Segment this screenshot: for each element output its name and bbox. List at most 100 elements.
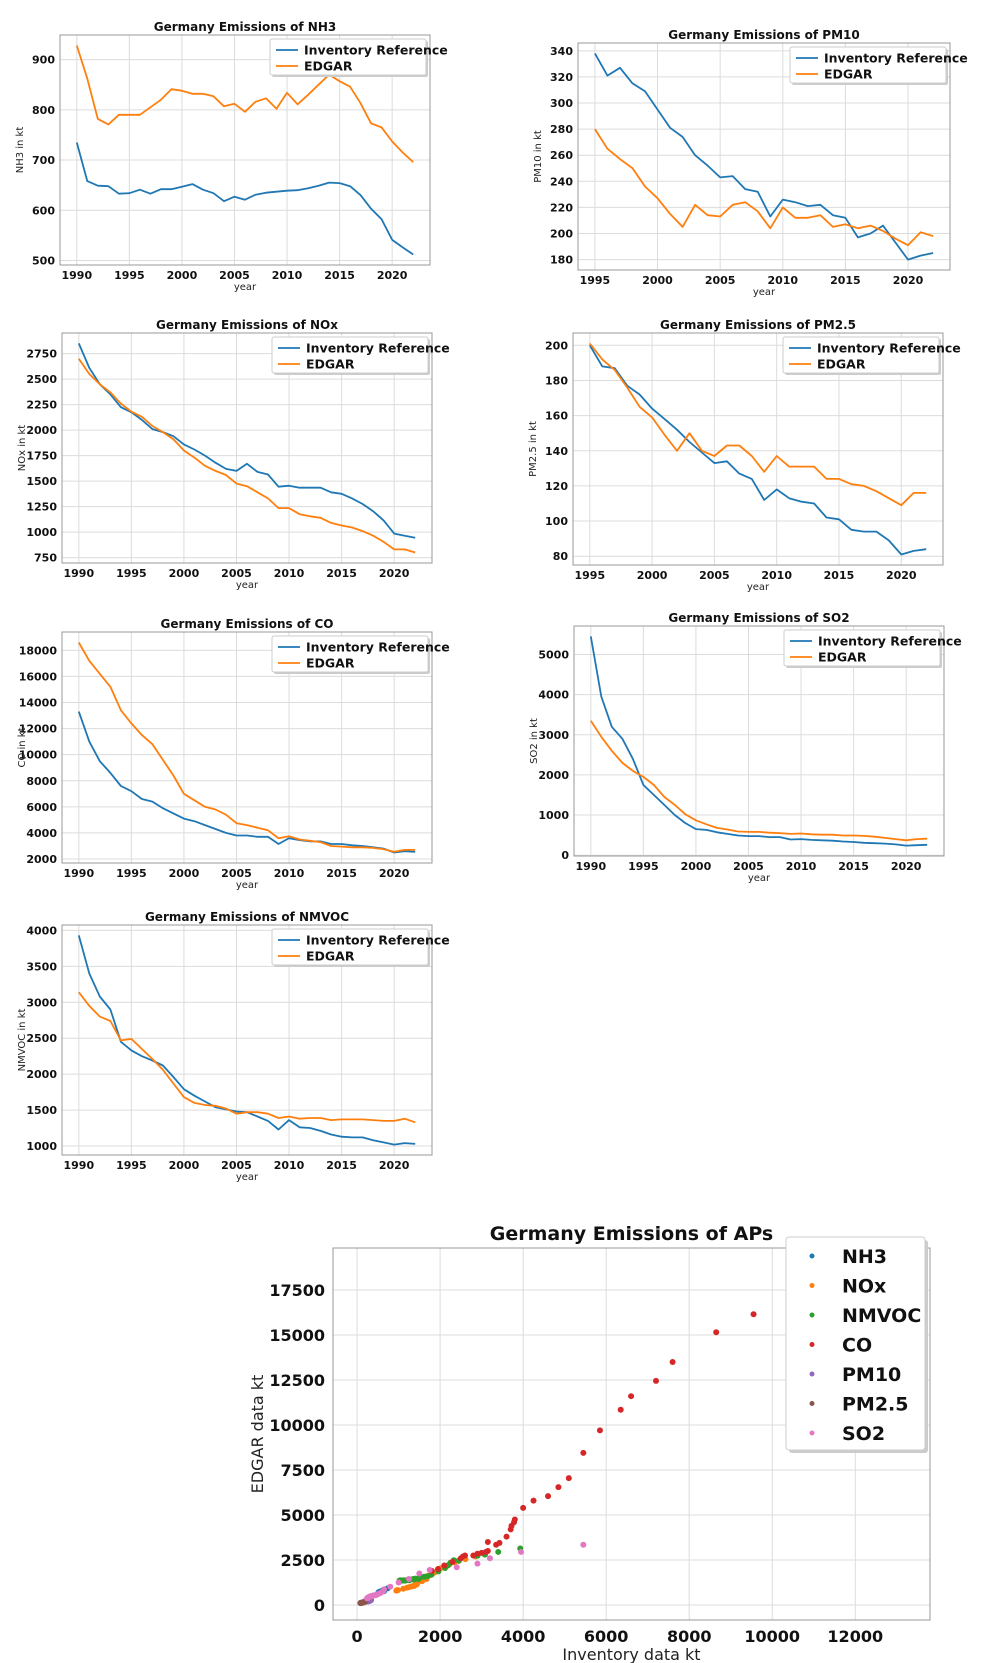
plot-frame [61, 332, 433, 564]
x-tick-label: 2000 [681, 860, 712, 873]
chart-nox: 1990 1995 2000 2005 2010 2015 2020 750 1000 1250 1… [17, 318, 450, 591]
y-tick-label: 120 [545, 480, 568, 493]
y-tick-label: 8000 [26, 775, 57, 788]
chart-title: Germany Emissions of CO [160, 617, 333, 631]
x-tick-label: 2000 [637, 569, 668, 582]
scatter-point-co [520, 1504, 527, 1511]
series-line-inventory [589, 344, 927, 556]
chart-title: Germany Emissions of PM10 [668, 28, 859, 42]
scatter-point-so2 [364, 1594, 371, 1601]
x-tick-label: 1995 [116, 567, 147, 580]
y-tick-label: 600 [32, 204, 55, 217]
y-tick-label: 1000 [26, 1140, 57, 1153]
legend-box [789, 46, 947, 84]
x-tick-label: 2000 [642, 274, 673, 287]
y-tick-label: 2000 [26, 853, 57, 866]
y-tick-label: 17500 [269, 1281, 325, 1300]
scatter-point-co [545, 1493, 552, 1500]
y-tick-label: 3000 [538, 729, 569, 742]
legend-label: PM2.5 [842, 1394, 909, 1416]
scatter-point-so2 [486, 1555, 493, 1562]
y-tick-label: 320 [550, 71, 573, 84]
scatter-point-co [669, 1358, 676, 1365]
legend-box [783, 629, 941, 667]
x-tick-label: 2020 [379, 1159, 410, 1172]
y-tick-label: 80 [553, 550, 569, 563]
scatter-point-nox [400, 1585, 407, 1592]
chart-title: Germany Emissions of APs [490, 1223, 773, 1245]
scatter-point-so2 [518, 1548, 525, 1555]
scatter-point-co [565, 1475, 572, 1482]
y-tick-label: 2250 [26, 399, 57, 412]
x-axis-label: year [747, 582, 770, 593]
x-tick-label: 1995 [575, 569, 606, 582]
y-tick-label: 1500 [26, 1104, 57, 1117]
y-tick-label: 3500 [26, 960, 57, 973]
series-line-edgar [589, 342, 927, 507]
legend-marker [809, 1430, 815, 1436]
y-axis-label: PM2.5 in kt [528, 421, 539, 477]
x-tick-label: 0 [352, 1627, 363, 1646]
scatter-point-so2 [474, 1560, 481, 1567]
x-tick-label: 2015 [824, 569, 855, 582]
plot-frame [59, 34, 431, 266]
y-tick-label: 0 [561, 849, 569, 862]
scatter-point-co [435, 1566, 442, 1573]
legend-box [269, 38, 427, 76]
y-tick-label: 1000 [538, 809, 569, 822]
x-tick-label: 1995 [116, 1159, 147, 1172]
y-tick-label: 100 [545, 515, 568, 528]
legend-label: NMVOC [842, 1305, 921, 1327]
legend-label: Inventory Reference [306, 640, 450, 655]
scatter-point-co [617, 1406, 624, 1413]
y-tick-label: 340 [550, 45, 573, 58]
x-tick-label: 2000 [169, 567, 200, 580]
scatter-point-co [713, 1329, 720, 1336]
y-tick-label: 280 [550, 123, 573, 136]
y-tick-label: 2000 [26, 1068, 57, 1081]
y-axis-label: NMVOC in kt [17, 1009, 28, 1072]
y-tick-label: 200 [550, 227, 573, 240]
scatter-point-so2 [416, 1570, 423, 1577]
legend-box [271, 635, 429, 673]
legend-marker [809, 1283, 815, 1288]
series-line-inventory [589, 636, 928, 847]
x-tick-label: 1990 [62, 269, 93, 282]
legend-label: NH3 [842, 1246, 887, 1268]
legend-label: NOx [842, 1276, 886, 1298]
y-tick-label: 7500 [280, 1461, 325, 1480]
y-axis-label: NOx in kt [17, 425, 28, 472]
x-tick-label: 1990 [64, 1159, 95, 1172]
plot-frame [61, 631, 433, 864]
y-tick-label: 200 [545, 339, 568, 352]
legend-label: Inventory Reference [817, 341, 961, 356]
x-tick-label: 2015 [326, 867, 357, 880]
legend-label: Inventory Reference [824, 51, 968, 66]
x-tick-label: 2010 [761, 569, 792, 582]
series-line-edgar [594, 128, 934, 247]
x-axis-label: year [236, 880, 259, 891]
scatter-point-co [750, 1311, 757, 1318]
x-tick-label: 2020 [379, 567, 410, 580]
scatter-point-co [503, 1533, 510, 1540]
legend-label: SO2 [842, 1423, 885, 1445]
x-tick-label: 1990 [64, 567, 95, 580]
scatter-point-co [596, 1427, 603, 1434]
y-tick-label: 800 [32, 104, 55, 117]
legend-marker [809, 1312, 815, 1318]
y-tick-label: 1500 [26, 475, 57, 488]
x-tick-label: 2010 [274, 1159, 305, 1172]
chart-title: Germany Emissions of NH3 [154, 20, 336, 34]
series-line-inventory [594, 52, 934, 261]
series-line-inventory [77, 711, 416, 854]
x-tick-label: 2010 [274, 867, 305, 880]
x-axis-label: year [748, 873, 771, 884]
plot-frame [572, 332, 944, 566]
scatter-point-so2 [453, 1564, 460, 1571]
chart-aps: 0 2000 4000 6000 8000 10000 12000 0 2500 5000 7500… [248, 1223, 931, 1663]
